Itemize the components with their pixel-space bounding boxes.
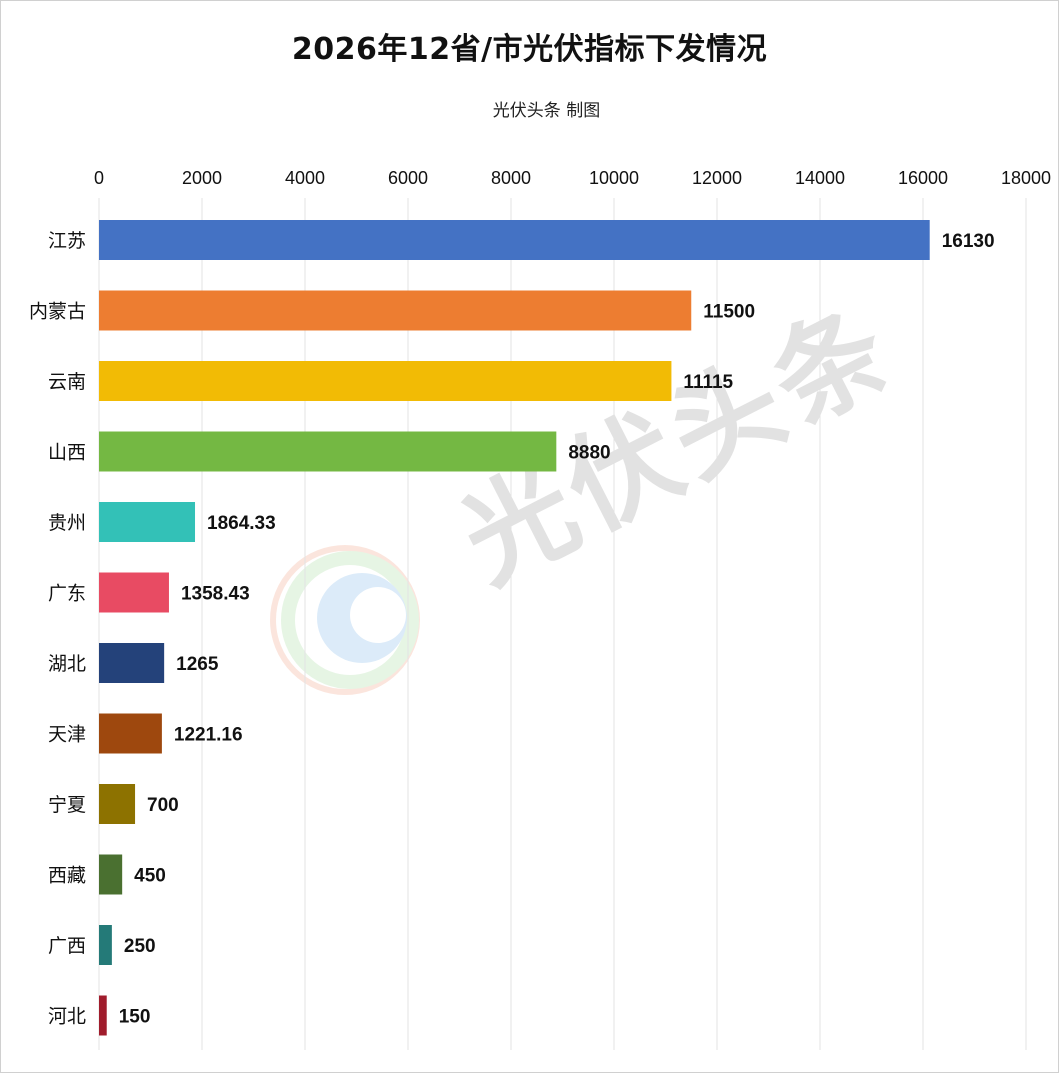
category-label: 宁夏 [48,794,86,816]
category-label: 天津 [48,724,86,746]
value-label: 150 [119,1007,151,1028]
x-tick-label: 12000 [692,168,742,188]
value-label: 11500 [703,302,755,323]
bar [99,854,123,895]
category-label: 云南 [48,371,86,393]
value-label: 1358.43 [181,584,250,605]
category-label: 河北 [48,1006,86,1028]
bar [99,925,112,965]
bar [99,784,136,824]
bar [99,995,107,1036]
category-label: 广西 [48,935,86,957]
value-label: 1221.16 [174,725,243,746]
bar [99,290,692,331]
bar [99,713,162,754]
x-tick-label: 0 [94,168,104,188]
category-label: 湖北 [48,653,86,675]
bar [99,572,169,613]
x-tick-label: 4000 [285,168,325,188]
x-tick-label: 16000 [898,168,948,188]
x-tick-label: 10000 [589,168,639,188]
chart-title: 2026年12省/市光伏指标下发情况 [291,32,768,67]
bar [99,361,672,401]
value-label: 1864.33 [207,513,276,534]
value-label: 450 [134,866,166,887]
x-tick-label: 6000 [388,168,428,188]
x-tick-label: 8000 [491,168,531,188]
value-label: 11115 [683,372,733,393]
value-label: 8880 [568,443,610,464]
bar [99,431,557,472]
x-tick-label: 2000 [182,168,222,188]
category-label: 广东 [48,583,86,605]
value-label: 250 [124,936,156,957]
value-label: 1265 [176,654,219,675]
x-tick-label: 18000 [1001,168,1051,188]
chart-subtitle: 光伏头条 制图 [492,101,601,121]
value-label: 16130 [942,231,995,252]
category-label: 西藏 [48,865,86,887]
category-label: 江苏 [48,230,86,252]
x-tick-label: 14000 [795,168,845,188]
value-label: 700 [147,795,179,816]
category-label: 内蒙古 [29,301,86,323]
bar [99,220,930,260]
bar [99,502,196,542]
watermark-logo [270,545,420,695]
category-label: 贵州 [48,512,86,534]
bar [99,643,165,683]
category-label: 山西 [48,442,86,464]
